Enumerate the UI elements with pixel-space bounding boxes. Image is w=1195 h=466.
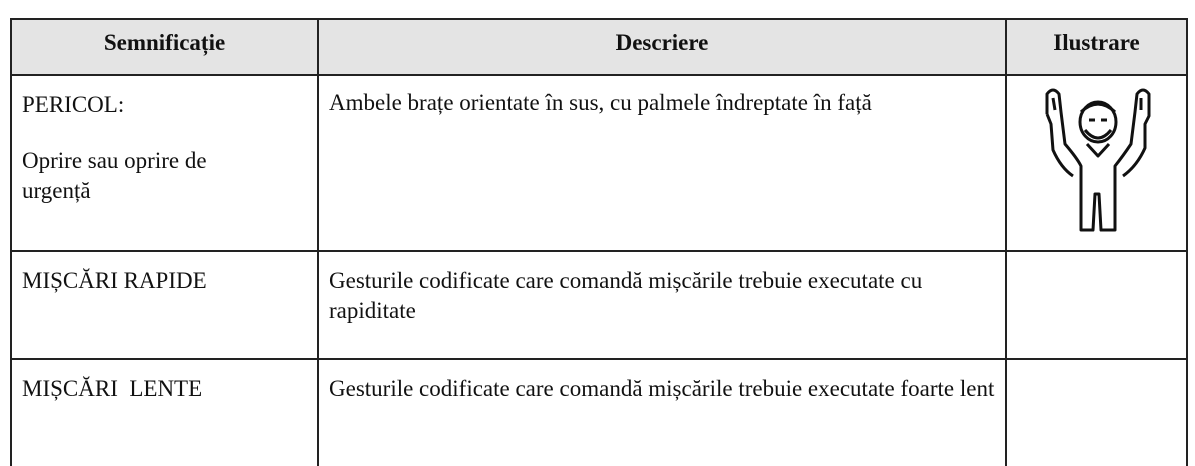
meaning-text: PERICOL: (22, 92, 125, 117)
header-row: Semnificație Descriere Ilustrare (10, 18, 1188, 76)
row: MIȘCĂRI LENTE Gesturile codificate care … (10, 358, 1188, 466)
page: Semnificație Descriere Ilustrare PERICOL… (10, 18, 1188, 466)
header-cell: Semnificație (10, 18, 319, 76)
illustration-cell (1005, 358, 1188, 466)
description-text: Gesturile codificate care comandă mișcăr… (329, 268, 923, 323)
meaning-cell: PERICOL: Oprire sau oprire de urgență (10, 74, 319, 252)
row: PERICOL: Oprire sau oprire de urgență Am… (10, 74, 1188, 252)
description-cell: Gesturile codificate care comandă mișcăr… (317, 358, 1007, 466)
meaning-text: Oprire sau oprire de urgență (22, 148, 207, 203)
header-cell: Descriere (317, 18, 1007, 76)
description-text: Gesturile codificate care comandă mișcăr… (329, 376, 995, 401)
description-cell: Gesturile codificate care comandă mișcăr… (317, 250, 1007, 360)
row: MIȘCĂRI RAPIDE Gesturile codificate care… (10, 250, 1188, 360)
meaning-text: MIȘCĂRI LENTE (22, 376, 203, 401)
meaning-cell: MIȘCĂRI LENTE (10, 358, 319, 466)
description-text: Ambele brațe orientate în sus, cu palmel… (329, 90, 872, 115)
illustration-cell (1005, 250, 1188, 360)
meaning-text: MIȘCĂRI RAPIDE (22, 268, 207, 293)
illustration-cell (1005, 74, 1188, 252)
meaning-cell: MIȘCĂRI RAPIDE (10, 250, 319, 360)
description-cell: Ambele brațe orientate în sus, cu palmel… (317, 74, 1007, 252)
header-cell: Ilustrare (1005, 18, 1188, 76)
illustration (1045, 88, 1150, 232)
signal-table: Semnificație Descriere Ilustrare PERICOL… (10, 18, 1188, 466)
